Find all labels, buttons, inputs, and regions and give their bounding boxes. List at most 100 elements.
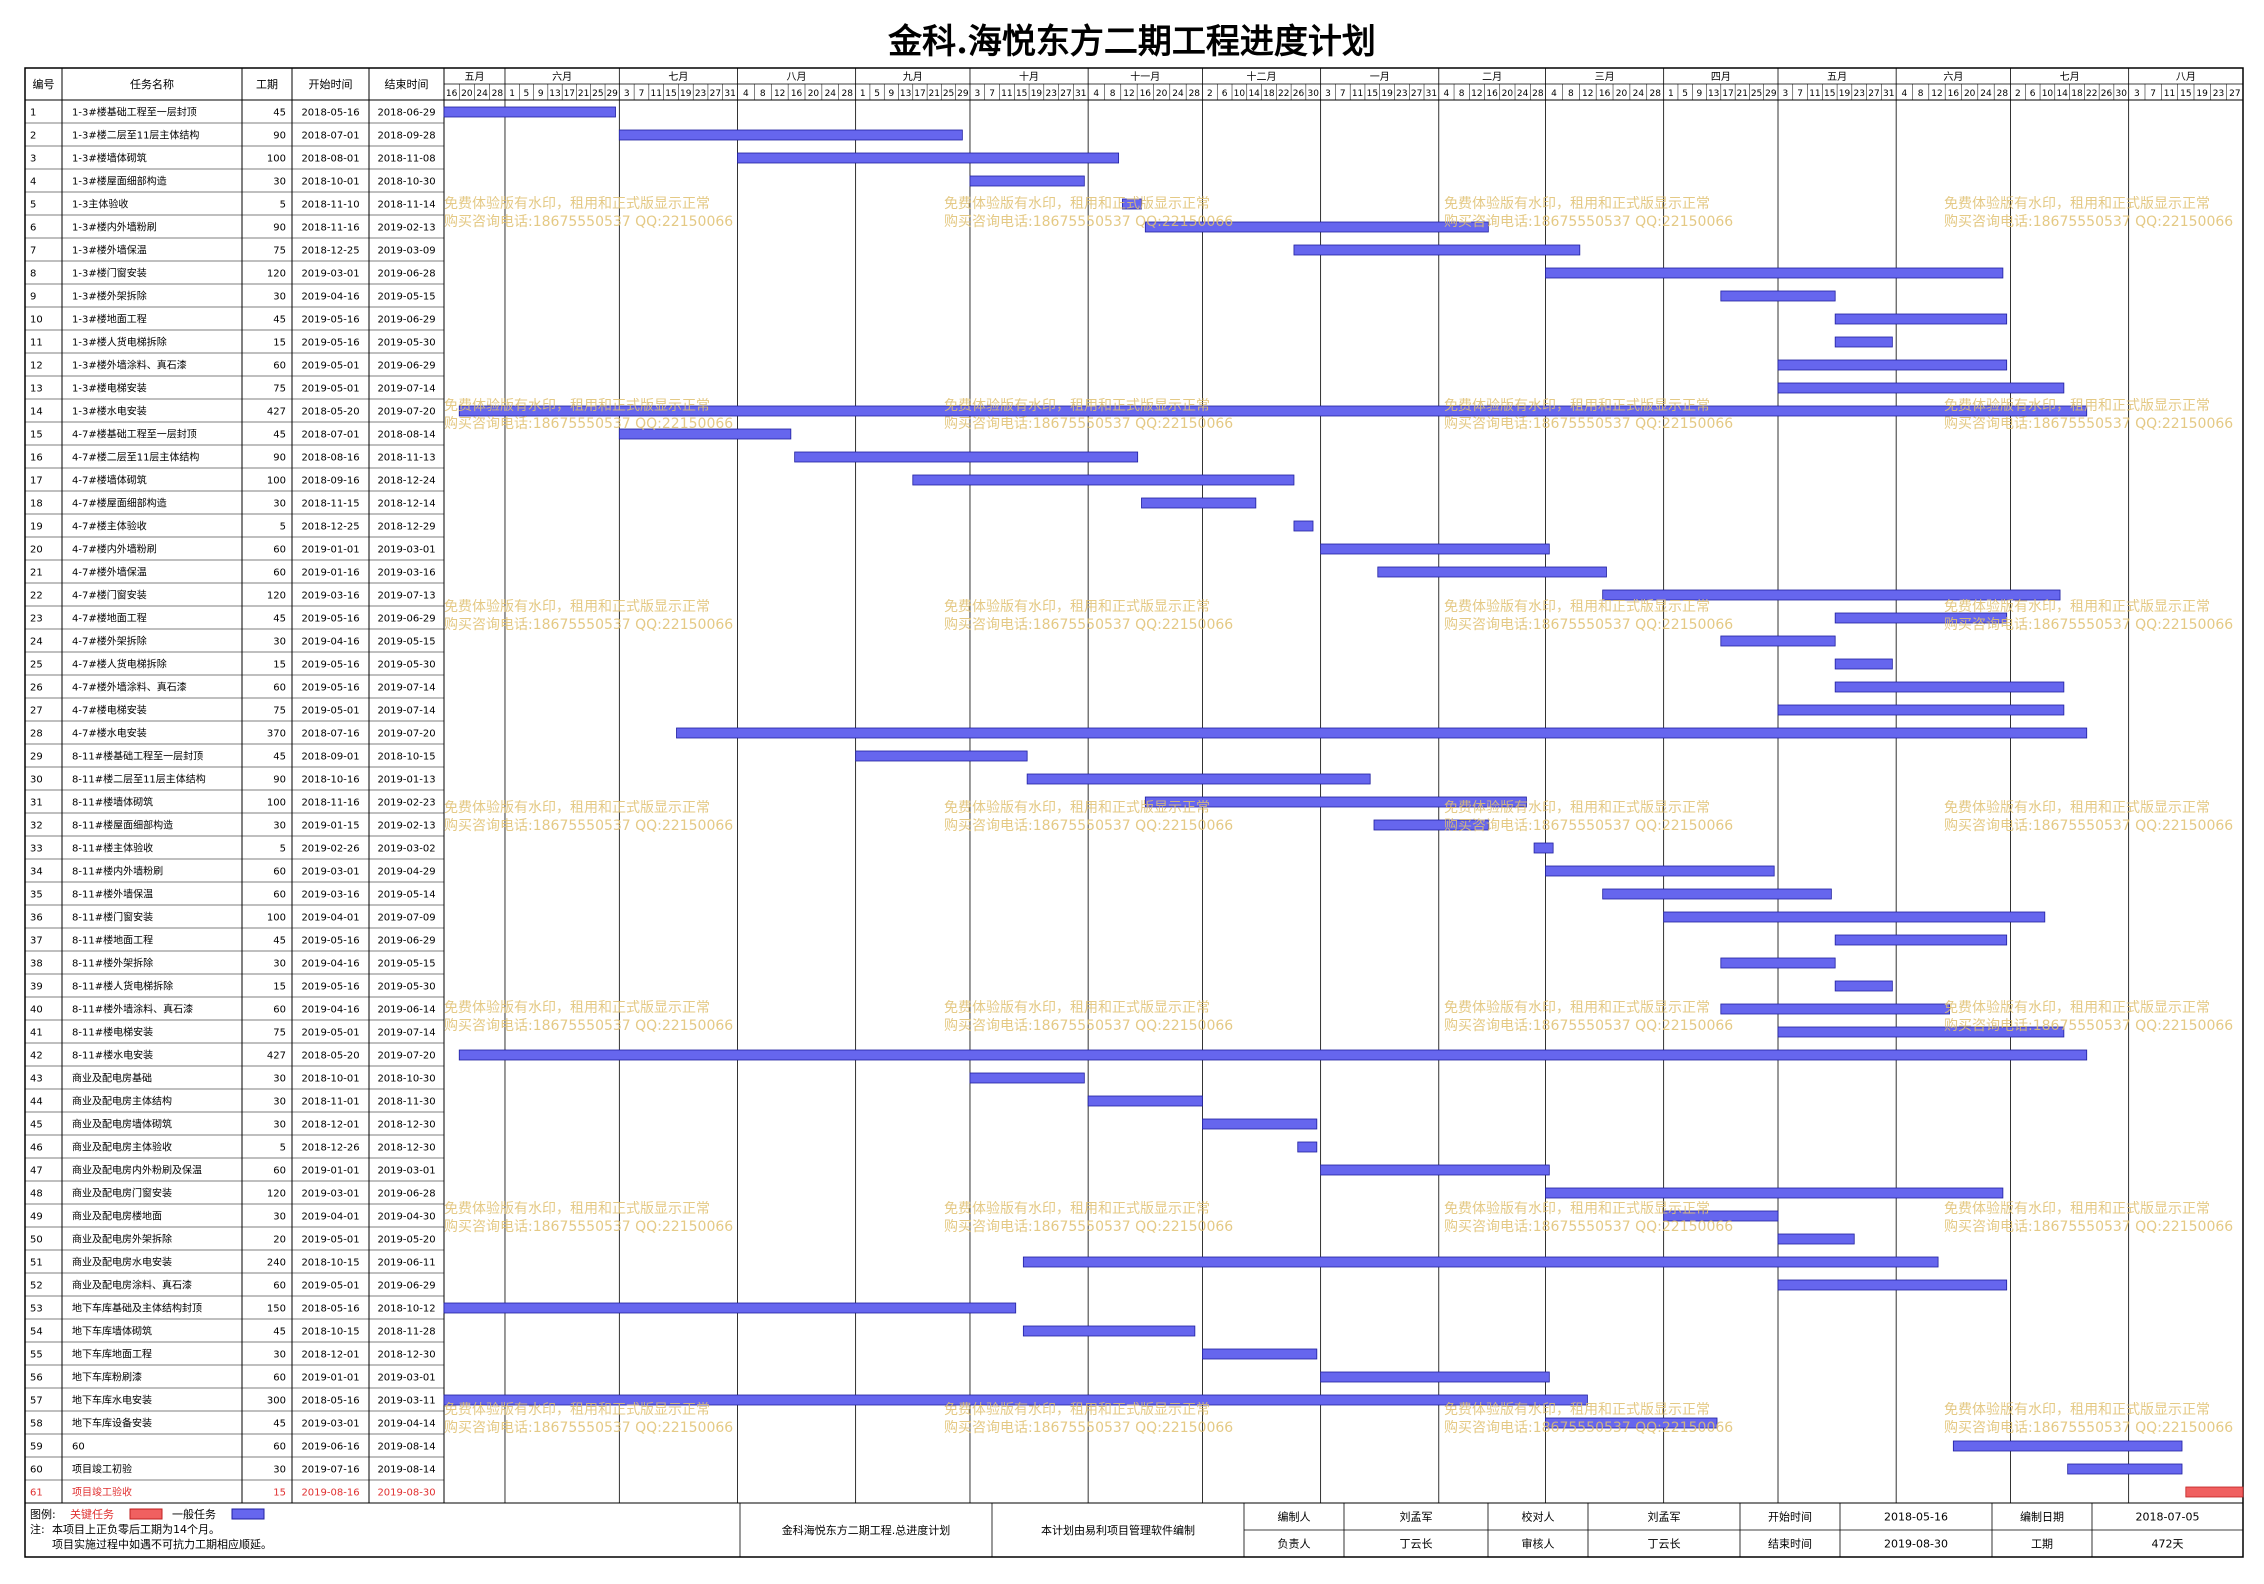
day-tick-label: 14 [1248,89,1260,99]
task-duration: 60 [273,890,286,901]
day-tick-label: 6 [2030,89,2036,99]
day-tick-label: 24 [476,89,488,99]
day-tick-label: 15 [2180,89,2191,99]
task-start: 2019-06-16 [301,1442,359,1453]
task-duration: 60 [273,361,286,372]
task-end: 2019-04-29 [377,867,435,878]
day-tick-label: 5 [874,89,880,99]
task-duration: 100 [267,913,286,924]
software-credit: 本计划由易利项目管理软件编制 [1041,1523,1195,1537]
task-name: 商业及配电房墙体砌筑 [72,1118,172,1131]
column-header: 编号 [33,77,55,91]
task-end: 2018-09-28 [377,131,435,142]
month-label: 九月 [903,71,923,83]
watermark-line1: 免费体验版有水印，租用和正式版显示正常 [1944,1402,2210,1418]
day-tick-label: 20 [1156,89,1168,99]
day-tick-label: 9 [1697,89,1703,99]
day-tick-label: 17 [564,89,575,99]
day-tick-label: 24 [825,89,837,99]
task-id: 57 [30,1396,43,1407]
task-duration: 60 [273,545,286,556]
day-tick-label: 3 [624,89,630,99]
task-end: 2019-04-14 [377,1419,435,1430]
owner-value: 丁云长 [1400,1538,1433,1551]
task-name: 商业及配电房主体结构 [72,1095,172,1108]
task-name: 商业及配电房外架拆除 [72,1233,172,1246]
day-tick-label: 21 [578,89,589,99]
day-tick-label: 12 [1471,89,1482,99]
task-name: 8-11#楼外墙涂料、真石漆 [72,1003,193,1016]
task-duration: 100 [267,154,286,165]
task-start: 2019-04-01 [301,913,359,924]
period-label: 工期 [2031,1538,2053,1551]
task-duration: 30 [273,292,286,303]
task-start: 2019-07-16 [301,1465,359,1476]
watermark-line2: 购买咨询电话:18675550537 QQ:22150066 [444,1219,733,1235]
compiler-label: 编制人 [1278,1510,1311,1524]
task-id: 52 [30,1281,43,1292]
task-name: 1-3#楼外架拆除 [72,290,147,303]
task-duration: 30 [273,499,286,510]
task-bar [1952,1440,2183,1452]
task-start: 2019-04-16 [301,1005,359,1016]
task-end: 2019-03-02 [377,844,435,855]
watermark-line2: 购买咨询电话:18675550537 QQ:22150066 [444,214,733,230]
task-start: 2019-05-16 [301,936,359,947]
watermark-line2: 购买咨询电话:18675550537 QQ:22150066 [1444,416,1733,432]
end-value: 2019-08-30 [1884,1538,1948,1551]
task-duration: 90 [273,223,286,234]
task-bar [1834,658,1893,670]
task-end: 2019-07-14 [377,384,435,395]
task-duration: 45 [273,936,286,947]
task-duration: 300 [267,1396,286,1407]
task-start: 2018-05-20 [301,407,359,418]
task-duration: 45 [273,614,286,625]
day-tick-label: 5 [1682,89,1688,99]
day-tick-label: 16 [791,89,803,99]
task-start: 2019-05-16 [301,338,359,349]
task-start: 2019-05-16 [301,683,359,694]
task-duration: 20 [273,1235,286,1246]
task-start: 2018-10-16 [301,775,359,786]
task-bar [1293,244,1581,256]
task-bar [1720,957,1836,969]
day-tick-label: 27 [1411,89,1422,99]
task-id: 58 [30,1419,43,1430]
task-duration: 100 [267,798,286,809]
task-id: 11 [30,338,43,349]
day-tick-label: 29 [606,89,618,99]
day-tick-label: 28 [1532,89,1544,99]
task-bar [443,1302,1017,1314]
task-end: 2019-02-23 [377,798,435,809]
task-start: 2019-03-16 [301,890,359,901]
task-name: 4-7#楼地面工程 [72,612,147,625]
task-name: 商业及配电房涂料、真石漆 [72,1279,192,1292]
day-tick-label: 22 [1278,89,1289,99]
task-end: 2018-11-30 [377,1097,435,1108]
task-end: 2019-05-20 [377,1235,435,1246]
task-duration: 60 [273,1442,286,1453]
task-name: 商业及配电房门窗安装 [72,1187,172,1200]
task-end: 2019-03-16 [377,568,435,579]
task-id: 41 [30,1028,43,1039]
task-end: 2019-06-28 [377,269,435,280]
task-bar [1144,221,1489,233]
owner-label: 负责人 [1278,1537,1311,1551]
plan-name: 金科海悦东方二期工程.总进度计划 [782,1523,951,1537]
task-name: 4-7#楼外墙涂料、真石漆 [72,681,187,694]
task-end: 2019-07-14 [377,1028,435,1039]
task-duration: 60 [273,683,286,694]
watermark-line2: 购买咨询电话:18675550537 QQ:22150066 [944,214,1233,230]
task-id: 38 [30,959,43,970]
task-bar [1293,520,1314,532]
watermark-line1: 免费体验版有水印，租用和正式版显示正常 [944,800,1210,816]
task-end: 2019-08-30 [377,1488,435,1499]
task-id: 33 [30,844,43,855]
task-duration: 30 [273,637,286,648]
day-tick-label: 25 [943,89,954,99]
task-duration: 240 [267,1258,286,1269]
gantt-bars [443,106,2244,1498]
task-id: 53 [30,1304,43,1315]
task-bar [1720,635,1836,647]
